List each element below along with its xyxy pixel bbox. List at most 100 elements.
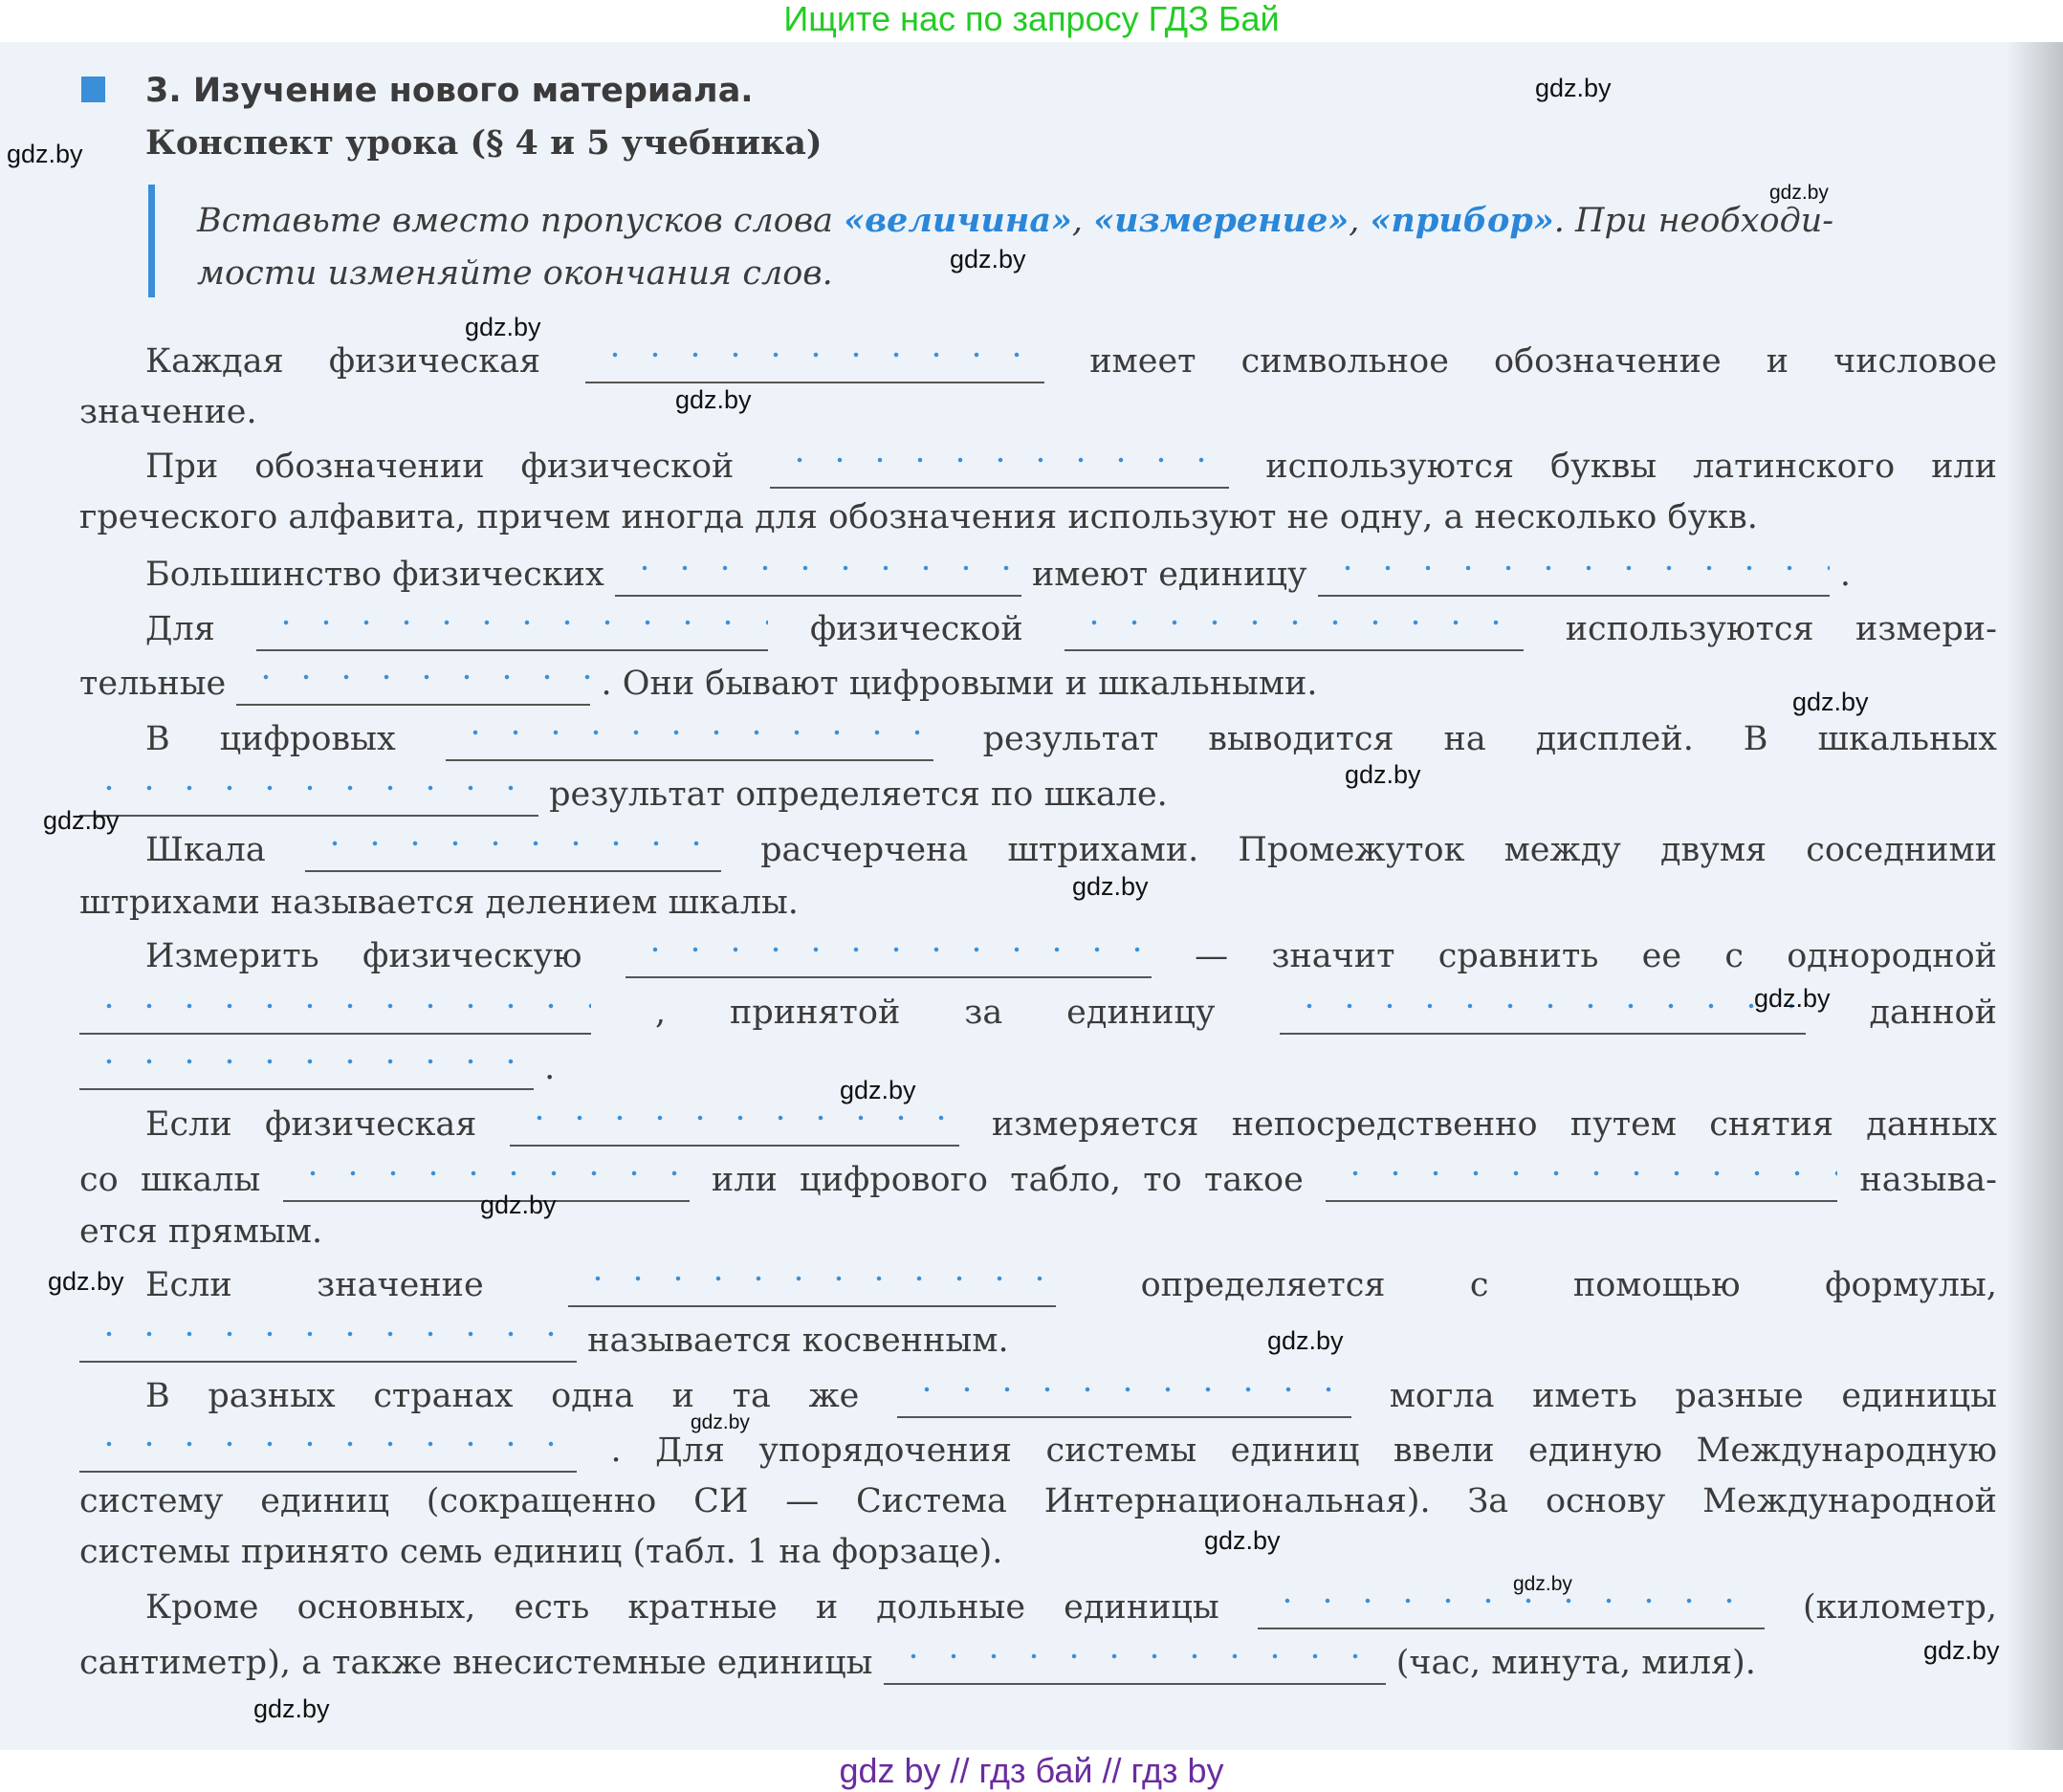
- text-segment: измеряется непосредственно путем снятия …: [991, 1105, 1997, 1144]
- text-segment: называется косвенным.: [587, 1322, 1009, 1360]
- text-segment: систему единиц (сокращенно СИ — Система …: [79, 1482, 1997, 1520]
- text-segment: Шкала: [145, 831, 266, 869]
- watermark-text: gdz.by: [1792, 688, 1869, 716]
- separator: ,: [1071, 202, 1094, 240]
- watermark-text: gdz.by: [465, 313, 541, 341]
- text-segment: системы принято семь единиц (табл. 1 на …: [79, 1533, 1003, 1571]
- text-line: ется прямым.: [79, 1208, 1997, 1256]
- watermark-text: gdz.by: [691, 1411, 750, 1433]
- instruction-line-1: Вставьте вместо пропусков слова «величин…: [197, 197, 1833, 245]
- text-segment: Кроме основных, есть кратные и дольные е…: [145, 1588, 1219, 1627]
- fill-in-blank: [1279, 994, 1806, 1035]
- text-line: системы принято семь единиц (табл. 1 на …: [79, 1528, 1997, 1576]
- text-segment: В разных странах одна и та же: [145, 1377, 860, 1415]
- text-line: Если значение определяется с помощью фор…: [145, 1261, 1997, 1309]
- separator: ,: [1349, 202, 1371, 240]
- instruction-line-2: мости изменяйте окончания слов.: [197, 254, 833, 293]
- fill-in-blank: [1064, 611, 1525, 651]
- fill-in-blank: [256, 611, 769, 651]
- text-segment: (километр,: [1803, 1588, 1997, 1627]
- fill-in-blank: [625, 938, 1152, 978]
- text-line: называется косвенным.: [79, 1317, 1997, 1365]
- text-segment: . Они бывают цифровыми и шкальными.: [601, 665, 1318, 703]
- text-segment: имеет символьное обозначение и числовое: [1089, 342, 1997, 381]
- fill-in-blank: [883, 1645, 1386, 1685]
- fill-in-blank: [614, 557, 1021, 597]
- text-segment: Для: [145, 610, 215, 648]
- text-line: В разных странах одна и та же могла имет…: [145, 1372, 1997, 1420]
- watermark-text: gdz.by: [1535, 74, 1612, 102]
- fill-in-blank: [509, 1106, 959, 1147]
- text-segment: используются измери-: [1565, 610, 1997, 648]
- text-segment: результат определяется по шкале.: [549, 776, 1168, 814]
- text-segment: со шкалы: [79, 1161, 261, 1199]
- text-line: значение.: [79, 388, 1997, 436]
- watermark-text: gdz.by: [1513, 1573, 1572, 1595]
- watermark-text: gdz.by: [1267, 1326, 1344, 1355]
- fill-in-blank: [282, 1162, 690, 1202]
- text-line: Шкала расчерчена штрихами. Промежуток ме…: [145, 826, 1997, 874]
- text-segment: значение.: [79, 393, 257, 431]
- fill-in-blank: [79, 776, 538, 817]
- text-line: .: [79, 1044, 1997, 1092]
- watermark-text: gdz.by: [480, 1191, 557, 1219]
- text-segment: сантиметр), а также внесистемные единицы: [79, 1644, 873, 1682]
- watermark-text: gdz.by: [1769, 182, 1829, 204]
- text-segment: — значит сравнить ее с однородной: [1195, 937, 1997, 975]
- text-segment: . Для упорядочения системы единиц ввели …: [610, 1431, 1997, 1470]
- text-segment: используются буквы латинского или: [1265, 448, 1997, 486]
- bottom-banner: gdz by // гдз бай // гдз by: [839, 1751, 1224, 1790]
- watermark-text: gdz.by: [1345, 760, 1421, 789]
- top-banner: Ищите нас по запросу ГДЗ Бай: [783, 0, 1280, 38]
- instruction-text: . При необходи-: [1553, 202, 1834, 240]
- text-line: . Для упорядочения системы единиц ввели …: [79, 1427, 1997, 1475]
- watermark-text: gdz.by: [1072, 872, 1149, 901]
- text-line: штрихами называется делением шкалы.: [79, 879, 1997, 927]
- text-segment: .: [1839, 556, 1851, 594]
- text-segment: результат выводится на дисплей. В шкальн…: [982, 720, 1997, 758]
- watermark-text: gdz.by: [1204, 1526, 1281, 1555]
- text-segment: , принятой за единицу: [654, 994, 1216, 1032]
- text-segment: могла иметь разные единицы: [1389, 1377, 1997, 1415]
- watermark-text: gdz.by: [7, 140, 83, 168]
- text-line: систему единиц (сокращенно СИ — Система …: [79, 1477, 1997, 1525]
- text-line: со шкалы или цифрового табло, то такое н…: [79, 1156, 1997, 1204]
- text-segment: называ-: [1859, 1161, 1997, 1199]
- fill-in-blank: [79, 1432, 577, 1473]
- fill-in-blank: [304, 832, 721, 872]
- text-segment: .: [544, 1049, 556, 1087]
- text-line: Если физическая измеряется непосредствен…: [145, 1101, 1997, 1148]
- fill-in-blank: [568, 1267, 1057, 1307]
- watermark-text: gdz.by: [675, 385, 752, 414]
- text-line: сантиметр), а также внесистемные единицы…: [79, 1639, 1997, 1687]
- text-segment: расчерчена штрихами. Промежуток между дв…: [760, 831, 1997, 869]
- text-line: Каждая физическая имеет символьное обозн…: [145, 338, 1997, 385]
- keyword-izmerenie: «измерение»: [1093, 201, 1350, 240]
- keyword-pribor: «прибор»: [1370, 201, 1554, 240]
- text-segment: данной: [1869, 994, 1997, 1032]
- watermark-text: gdz.by: [1754, 984, 1831, 1013]
- page-edge-shadow: [2006, 42, 2063, 1750]
- section-square-icon: [81, 76, 105, 102]
- text-segment: определяется с помощью формулы,: [1140, 1266, 1997, 1304]
- keyword-velichina: «величина»: [844, 201, 1072, 240]
- text-segment: При обозначении физической: [145, 448, 735, 486]
- text-segment: штрихами называется делением шкалы.: [79, 884, 799, 922]
- text-segment: тельные: [79, 665, 227, 703]
- text-line: греческого алфавита, причем иногда для о…: [79, 493, 1997, 541]
- text-line: Измерить физическую — значит сравнить ее…: [145, 932, 1997, 980]
- instruction-text: Вставьте вместо пропусков слова: [197, 202, 845, 240]
- text-line: , принятой за единицу данной: [79, 989, 1997, 1037]
- fill-in-blank: [897, 1378, 1352, 1418]
- fill-in-blank: [236, 666, 591, 706]
- text-segment: Большинство физических: [145, 556, 604, 594]
- text-line: Кроме основных, есть кратные и дольные е…: [145, 1584, 1997, 1631]
- watermark-text: gdz.by: [43, 806, 120, 835]
- fill-in-blank: [1317, 557, 1830, 597]
- fill-in-blank: [445, 721, 933, 761]
- instruction-bar: [148, 185, 155, 297]
- text-segment: Если физическая: [145, 1105, 477, 1144]
- fill-in-blank: [770, 448, 1230, 489]
- watermark-text: gdz.by: [253, 1694, 330, 1723]
- watermark-text: gdz.by: [950, 245, 1026, 273]
